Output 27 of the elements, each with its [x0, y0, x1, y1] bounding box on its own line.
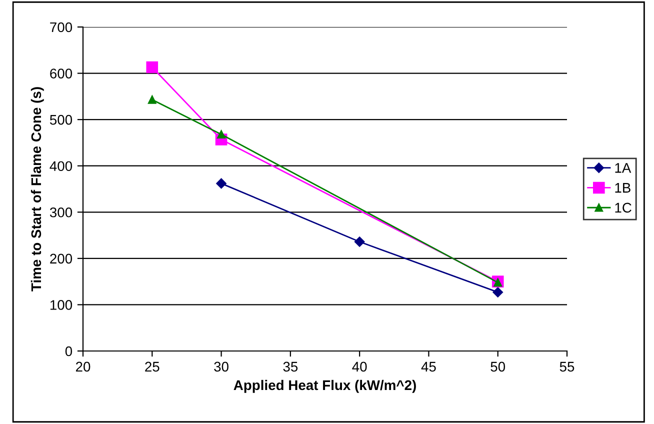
- x-tick-label: 25: [145, 362, 160, 372]
- x-tick-label: 40: [352, 362, 367, 372]
- legend-label: 1A: [615, 163, 632, 173]
- x-tick-label: 35: [283, 362, 298, 372]
- x-tick-label: 20: [76, 362, 90, 372]
- x-tick-label: 45: [421, 362, 436, 372]
- point: [216, 178, 226, 189]
- point: [354, 236, 365, 247]
- y-tick-label: 700: [50, 22, 72, 32]
- legend-label: 1C: [615, 202, 632, 213]
- legend-label: 1B: [615, 183, 630, 193]
- y-tick-label: 500: [50, 114, 72, 125]
- point: [217, 130, 226, 139]
- point: [492, 287, 503, 298]
- x-axis-title: Applied Heat Flux (kW/m^2): [234, 380, 416, 393]
- y-tick-label: 300: [50, 207, 72, 218]
- y-axis-title: Time to Start of Flame Cone (s): [30, 87, 44, 292]
- point: [146, 61, 158, 74]
- y-tick-label: 100: [50, 300, 72, 310]
- y-tick-label: 0: [65, 346, 72, 356]
- point: [148, 96, 156, 104]
- y-tick-label: 200: [50, 254, 72, 264]
- x-tick-label: 30: [214, 362, 228, 372]
- x-tick-label: 50: [490, 362, 506, 372]
- x-tick-label: 55: [560, 362, 574, 372]
- y-tick-label: 400: [50, 161, 72, 172]
- y-tick-label: 600: [50, 68, 72, 78]
